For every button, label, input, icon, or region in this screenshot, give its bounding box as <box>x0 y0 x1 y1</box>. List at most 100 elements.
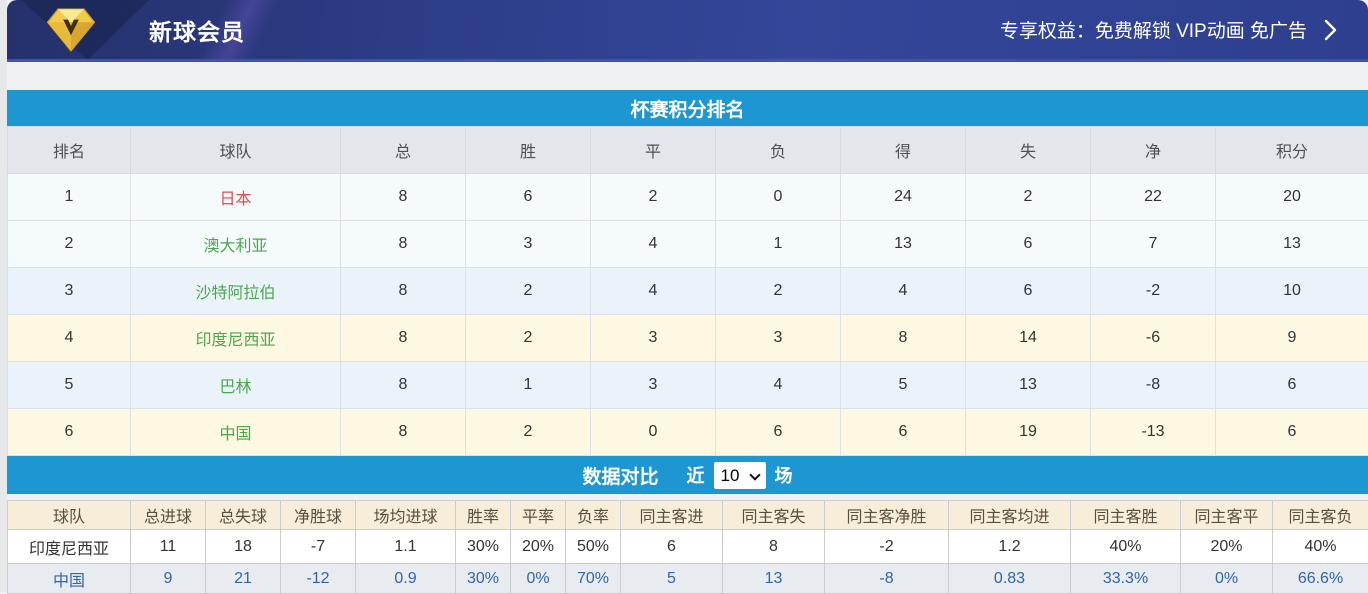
rank-cell: 3 <box>8 268 131 315</box>
diamond-vip-icon <box>45 6 97 54</box>
chevron-right-icon[interactable] <box>1323 18 1338 42</box>
comparison-col-header: 总失球 <box>206 501 281 530</box>
comparison-col-header: 净胜球 <box>281 501 356 530</box>
stat-cell: 21 <box>206 564 281 594</box>
stat-cell: 20 <box>1216 174 1368 221</box>
stat-cell: 1.2 <box>949 530 1071 564</box>
stat-cell: 3 <box>591 362 716 409</box>
team-name[interactable]: 日本 <box>131 174 341 221</box>
stat-cell: 18 <box>206 530 281 564</box>
recent-label: 近 <box>687 462 705 488</box>
stat-cell: 8 <box>341 174 466 221</box>
stat-cell: -6 <box>1091 315 1216 362</box>
standings-col-header: 球队 <box>131 127 341 174</box>
stat-cell: 13 <box>723 564 825 594</box>
stat-cell: 4 <box>716 362 841 409</box>
stat-cell: 8 <box>341 362 466 409</box>
stat-cell: 10 <box>1216 268 1368 315</box>
comparison-col-header: 同主客平 <box>1181 501 1273 530</box>
standings-col-header: 得 <box>841 127 966 174</box>
stat-cell: 0% <box>1181 564 1273 594</box>
standings-col-header: 积分 <box>1216 127 1368 174</box>
stat-cell: 4 <box>591 268 716 315</box>
stat-cell: 40% <box>1071 530 1181 564</box>
comparison-title: 数据对比 <box>582 462 658 489</box>
stat-cell: 6 <box>621 530 723 564</box>
comparison-section-header: 数据对比 近 10 场 <box>7 456 1368 494</box>
vip-member-banner[interactable]: 新球会员 专享权益：免费解锁 VIP动画 免广告 <box>7 0 1368 62</box>
stat-cell: 30% <box>456 530 511 564</box>
rank-cell: 2 <box>8 221 131 268</box>
stat-cell: 2 <box>716 268 841 315</box>
stat-cell: 1 <box>466 362 591 409</box>
stat-cell: 8 <box>341 268 466 315</box>
comparison-col-header: 场均进球 <box>356 501 456 530</box>
vip-logo <box>7 0 135 61</box>
matches-unit-label: 场 <box>775 462 793 488</box>
stat-cell: 24 <box>841 174 966 221</box>
stat-cell: 20% <box>511 530 566 564</box>
stat-cell: 2 <box>466 409 591 456</box>
standings-col-header: 总 <box>341 127 466 174</box>
stat-cell: 5 <box>841 362 966 409</box>
banner-title: 新球会员 <box>149 13 245 47</box>
standings-col-header: 排名 <box>8 127 131 174</box>
stat-cell: 0.9 <box>356 564 456 594</box>
rank-cell: 6 <box>8 409 131 456</box>
page-left-gutter <box>0 0 7 592</box>
rank-cell: 4 <box>8 315 131 362</box>
stat-cell: 0 <box>591 409 716 456</box>
team-name[interactable]: 中国 <box>8 564 131 594</box>
stat-cell: 8 <box>341 315 466 362</box>
stat-cell: 2 <box>966 174 1091 221</box>
team-name[interactable]: 澳大利亚 <box>131 221 341 268</box>
comparison-col-header: 胜率 <box>456 501 511 530</box>
stat-cell: 33.3% <box>1071 564 1181 594</box>
comparison-table: 球队总进球总失球净胜球场均进球胜率平率负率同主客进同主客失同主客净胜同主客均进同… <box>7 500 1368 594</box>
stat-cell: 0% <box>511 564 566 594</box>
stat-cell: 70% <box>566 564 621 594</box>
standings-col-header: 胜 <box>466 127 591 174</box>
stat-cell: 14 <box>966 315 1091 362</box>
stat-cell: 6 <box>716 409 841 456</box>
standings-col-header: 平 <box>591 127 716 174</box>
team-name[interactable]: 巴林 <box>131 362 341 409</box>
stat-cell: -12 <box>281 564 356 594</box>
standings-col-header: 净 <box>1091 127 1216 174</box>
recent-matches-select[interactable]: 10 <box>714 462 766 489</box>
team-name[interactable]: 中国 <box>131 409 341 456</box>
stat-cell: 20% <box>1181 530 1273 564</box>
stat-cell: 9 <box>1216 315 1368 362</box>
stat-cell: -2 <box>825 530 949 564</box>
stat-cell: 2 <box>466 315 591 362</box>
stat-cell: -8 <box>1091 362 1216 409</box>
team-name[interactable]: 印度尼西亚 <box>8 530 131 564</box>
stat-cell: 6 <box>966 268 1091 315</box>
stat-cell: 8 <box>841 315 966 362</box>
recent-matches-select-wrap: 10 <box>714 462 766 489</box>
stat-cell: 5 <box>621 564 723 594</box>
stat-cell: 4 <box>591 221 716 268</box>
stat-cell: 1 <box>716 221 841 268</box>
stat-cell: 6 <box>841 409 966 456</box>
comparison-col-header: 球队 <box>8 501 131 530</box>
standings-section-header: 杯赛积分排名 <box>7 90 1368 126</box>
stat-cell: -2 <box>1091 268 1216 315</box>
team-name[interactable]: 印度尼西亚 <box>131 315 341 362</box>
stat-cell: 40% <box>1273 530 1368 564</box>
team-name[interactable]: 沙特阿拉伯 <box>131 268 341 315</box>
stat-cell: 3 <box>591 315 716 362</box>
stat-cell: 13 <box>841 221 966 268</box>
stat-cell: 0.83 <box>949 564 1071 594</box>
stat-cell: 6 <box>466 174 591 221</box>
rank-cell: 1 <box>8 174 131 221</box>
standings-title: 杯赛积分排名 <box>630 95 744 122</box>
stat-cell: -13 <box>1091 409 1216 456</box>
comparison-col-header: 同主客失 <box>723 501 825 530</box>
stat-cell: 8 <box>341 221 466 268</box>
